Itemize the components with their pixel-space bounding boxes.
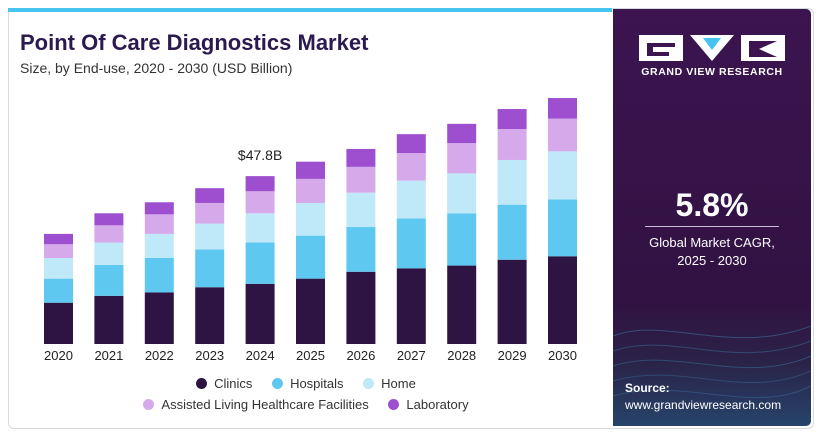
bar-segment-laboratory-2021	[94, 213, 124, 226]
bar-segment-clinics-2028	[447, 265, 477, 344]
bar-segment-laboratory-2028	[447, 123, 477, 144]
source-link[interactable]: www.grandviewresearch.com	[625, 398, 782, 412]
bar-segment-clinics-2026	[346, 271, 376, 344]
grand-view-research-logo	[639, 35, 785, 61]
chart-title: Point Of Care Diagnostics Market	[20, 30, 369, 55]
info-panel: GRAND VIEW RESEARCH 5.8% Global Market C…	[613, 9, 811, 426]
bar-segment-laboratory-2020	[44, 233, 73, 245]
legend-label-hospitals: Hospitals	[290, 376, 344, 391]
x-tick-label-2022: 2022	[145, 348, 174, 363]
source-label: Source:	[625, 381, 670, 395]
stacked-bar-chart: 2020 2021 2022 2023 2024 2025 2026 2027 2028 2029…	[44, 98, 577, 363]
bar-segment-assisted-living-healthcare-facilities-2029	[497, 129, 527, 160]
bar-segment-assisted-living-healthcare-facilities-2021	[94, 225, 124, 243]
bar-segment-home-2029	[497, 159, 527, 205]
bar-segment-hospitals-2024	[245, 242, 275, 284]
bar-segment-assisted-living-healthcare-facilities-2026	[346, 166, 376, 193]
bar-segment-clinics-2022	[144, 292, 174, 344]
bar-segment-home-2020	[44, 258, 73, 279]
bar-segment-laboratory-2026	[346, 148, 376, 167]
bar-segment-clinics-2021	[94, 295, 124, 344]
bar-segment-home-2027	[396, 180, 426, 219]
brand-name: GRAND VIEW RESEARCH	[641, 66, 783, 78]
cagr-label: Global Market CAGR, 2025 - 2030	[613, 234, 811, 270]
bar-segment-clinics-2020	[44, 302, 73, 344]
x-tick-label-2028: 2028	[447, 348, 476, 363]
bar-segment-assisted-living-healthcare-facilities-2023	[195, 202, 225, 224]
bar-segment-home-2030	[548, 151, 577, 200]
bar-segment-hospitals-2020	[44, 278, 73, 303]
bar-segment-assisted-living-healthcare-facilities-2027	[396, 153, 426, 181]
legend-item-assisted-living: Assisted Living Healthcare Facilities	[143, 397, 369, 412]
legend-item-hospitals: Hospitals	[272, 376, 344, 391]
bar-segment-hospitals-2023	[195, 249, 225, 288]
bar-segment-clinics-2025	[296, 278, 325, 344]
bar-segment-assisted-living-healthcare-facilities-2024	[245, 191, 275, 214]
bar-segment-hospitals-2030	[548, 199, 577, 257]
cagr-divider	[645, 226, 779, 227]
bar-segment-hospitals-2029	[497, 204, 527, 260]
bar-segment-laboratory-2022	[144, 202, 174, 215]
bar-segment-laboratory-2029	[497, 109, 527, 129]
legend-row-2: Assisted Living Healthcare Facilities La…	[0, 397, 612, 412]
bar-segment-home-2025	[296, 202, 325, 236]
wave-decoration	[613, 325, 811, 399]
x-tick-label-2027: 2027	[397, 348, 426, 363]
bar-segment-assisted-living-healthcare-facilities-2022	[144, 214, 174, 234]
bar-segment-clinics-2030	[548, 256, 577, 344]
cagr-label-line-1: Global Market CAGR,	[649, 235, 775, 250]
x-tick-label-2026: 2026	[346, 348, 375, 363]
bar-segment-assisted-living-healthcare-facilities-2028	[447, 143, 477, 174]
bar-segment-hospitals-2026	[346, 227, 376, 272]
bar-segment-clinics-2029	[497, 259, 527, 344]
legend-label-home: Home	[381, 376, 416, 391]
x-tick-label-2024: 2024	[246, 348, 275, 363]
bar-segment-assisted-living-healthcare-facilities-2030	[548, 118, 577, 152]
chart-subtitle: Size, by End-use, 2020 - 2030 (USD Billi…	[20, 60, 293, 76]
bar-segment-home-2022	[144, 233, 174, 258]
bar-segment-laboratory-2023	[195, 188, 225, 203]
x-tick-label-2023: 2023	[195, 348, 224, 363]
bar-segment-hospitals-2027	[396, 218, 426, 269]
x-tick-label-2020: 2020	[44, 348, 73, 363]
legend-swatch-home	[363, 378, 375, 389]
legend-row-1: Clinics Hospitals Home	[0, 376, 612, 391]
x-tick-label-2021: 2021	[94, 348, 123, 363]
legend-label-laboratory: Laboratory	[406, 397, 469, 412]
legend-item-clinics: Clinics	[196, 376, 252, 391]
bar-segment-assisted-living-healthcare-facilities-2025	[296, 178, 325, 203]
bar-segment-home-2026	[346, 192, 376, 228]
legend-label-clinics: Clinics	[214, 376, 253, 391]
bar-segment-hospitals-2025	[296, 235, 325, 279]
legend-item-home: Home	[363, 376, 416, 391]
bar-segment-laboratory-2030	[548, 98, 577, 119]
bar-segment-assisted-living-healthcare-facilities-2020	[44, 244, 73, 258]
legend-label-assisted-living: Assisted Living Healthcare Facilities	[161, 397, 369, 412]
x-tick-label-2029: 2029	[498, 348, 527, 363]
x-tick-label-2025: 2025	[296, 348, 325, 363]
bar-segment-home-2023	[195, 223, 225, 250]
bar-segment-clinics-2023	[195, 287, 225, 344]
legend-swatch-assisted-living	[143, 399, 155, 410]
legend-item-laboratory: Laboratory	[388, 397, 469, 412]
bar-total-label-2024: $47.8B	[238, 147, 282, 163]
bar-segment-home-2024	[245, 213, 275, 243]
bar-segment-home-2028	[447, 173, 477, 214]
legend-swatch-hospitals	[272, 378, 284, 389]
bar-segment-hospitals-2028	[447, 213, 477, 266]
cagr-label-line-2: 2025 - 2030	[677, 253, 747, 268]
cagr-value: 5.8%	[675, 187, 749, 223]
bar-segment-clinics-2024	[245, 283, 275, 344]
accent-line	[8, 8, 612, 12]
bar-segment-laboratory-2024	[245, 176, 275, 192]
legend-swatch-clinics	[196, 378, 208, 389]
bar-segment-clinics-2027	[396, 268, 426, 344]
bar-segment-laboratory-2025	[296, 161, 325, 179]
bar-segment-laboratory-2027	[396, 134, 426, 154]
bar-segment-hospitals-2021	[94, 264, 124, 296]
bar-segment-hospitals-2022	[144, 258, 174, 293]
legend-swatch-laboratory	[388, 399, 400, 410]
bar-segment-home-2021	[94, 242, 124, 265]
x-tick-label-2030: 2030	[548, 348, 577, 363]
